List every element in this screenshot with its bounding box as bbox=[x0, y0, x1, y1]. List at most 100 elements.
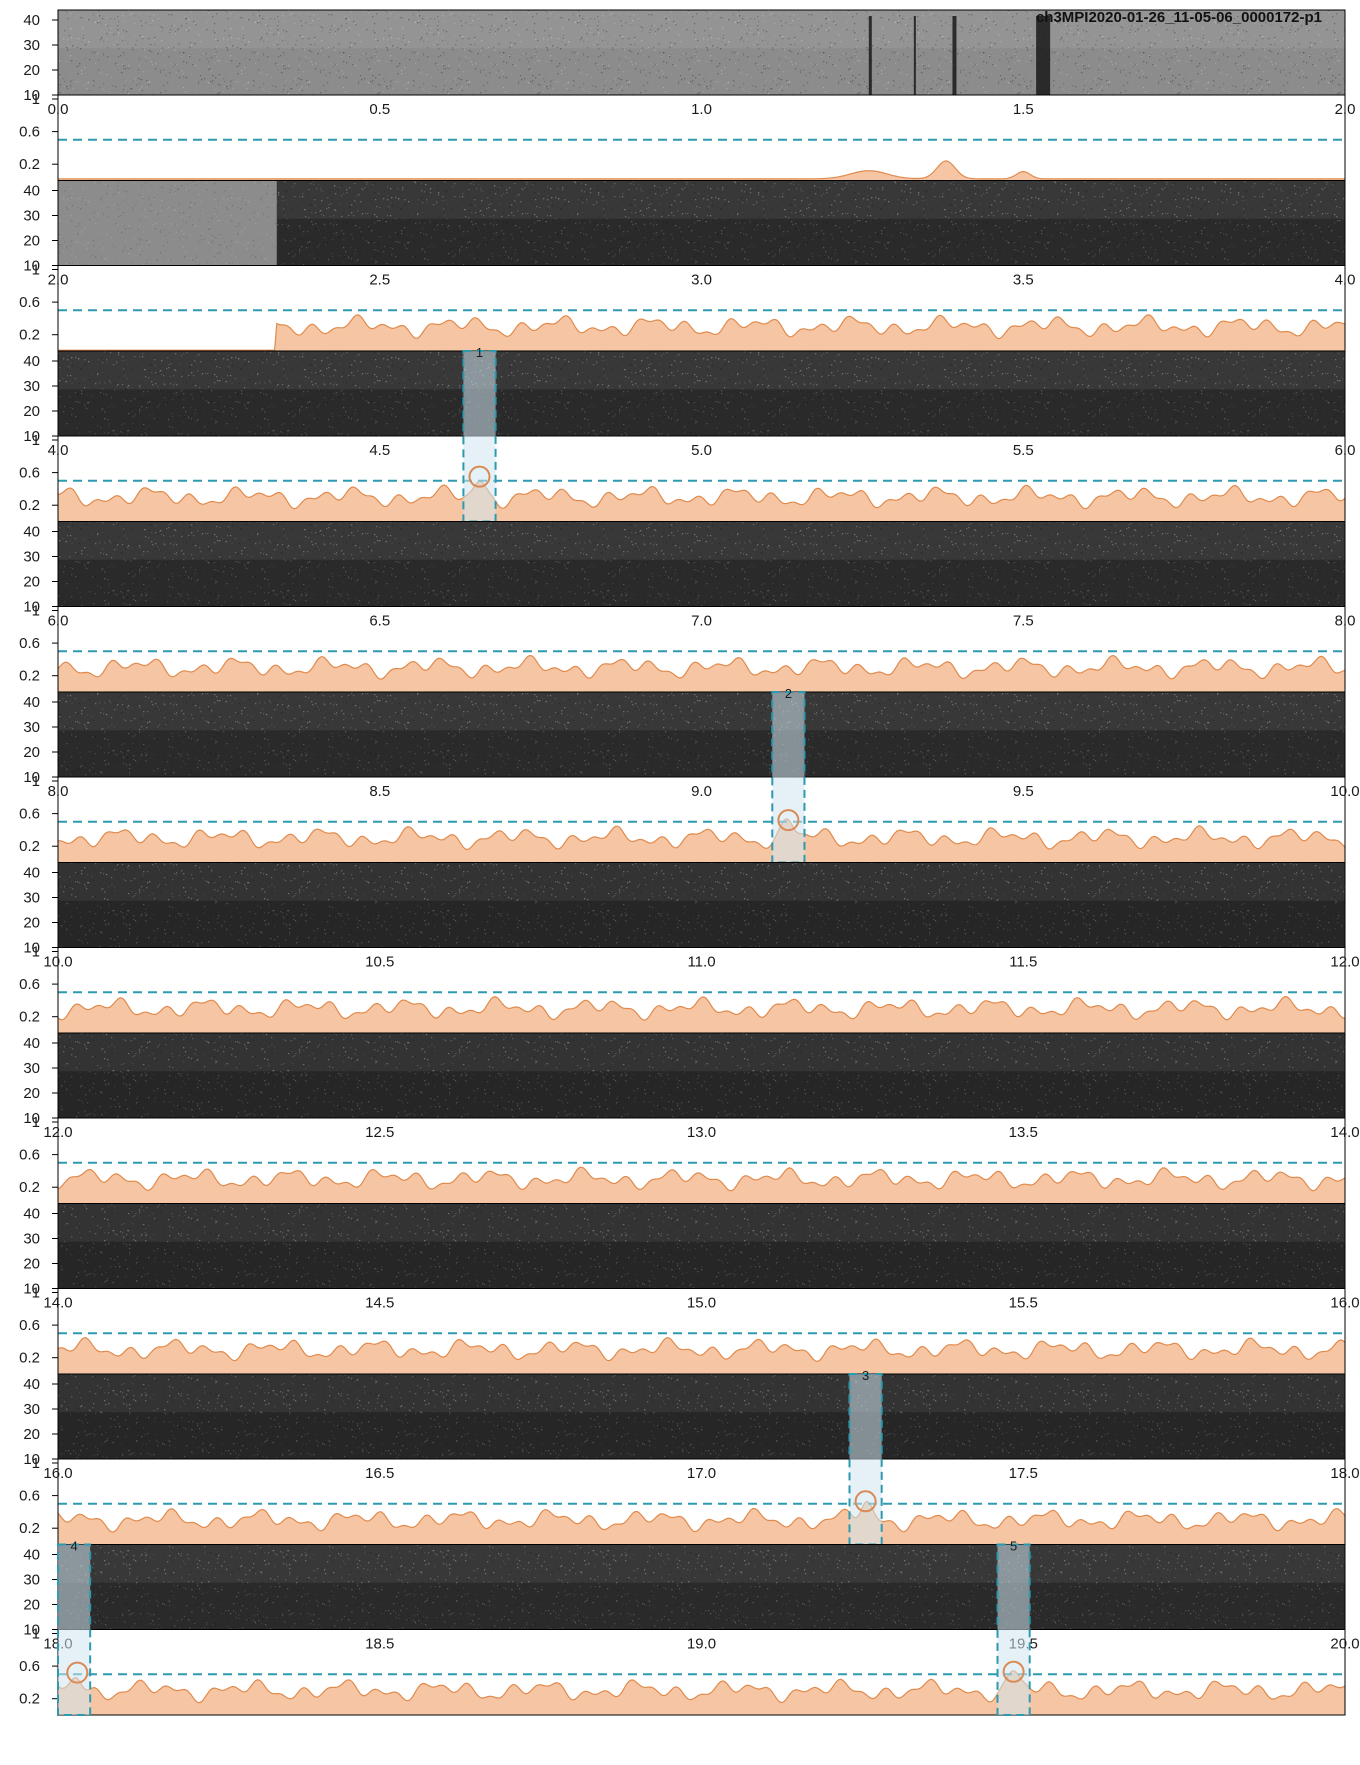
time-tick-label: 10.0 bbox=[1330, 783, 1359, 800]
spectrogram-ytick-label: 10 bbox=[23, 940, 40, 957]
probability-ytick-label: 0.6 bbox=[19, 294, 40, 311]
spectrogram-ytick-label: 10 bbox=[23, 1110, 40, 1127]
probability-ytick-label: 0.6 bbox=[19, 976, 40, 993]
time-tick-label: 1.0 bbox=[691, 101, 712, 118]
spectrogram-ytick-label: 10 bbox=[23, 87, 40, 104]
spectrogram-ytick-label: 10 bbox=[23, 1622, 40, 1639]
spectrogram-ytick-label: 20 bbox=[23, 1085, 40, 1102]
spectrogram-ytick-label: 40 bbox=[23, 353, 40, 370]
spectrogram-ytick-label: 40 bbox=[23, 865, 40, 882]
time-tick-label: 2.0 bbox=[48, 272, 69, 289]
spectrogram-ytick-label: 20 bbox=[23, 1426, 40, 1443]
spectrogram-ytick-label: 40 bbox=[23, 1206, 40, 1223]
time-tick-label: 18.5 bbox=[365, 1636, 394, 1653]
time-tick-label: 13.0 bbox=[687, 1124, 716, 1141]
time-tick-label: 7.0 bbox=[691, 613, 712, 630]
time-tick-label: 5.5 bbox=[1013, 442, 1034, 459]
spectrogram-ytick-label: 30 bbox=[23, 208, 40, 225]
spectrogram-panel: 40 30 20 10 bbox=[23, 1373, 1346, 1468]
probability-line bbox=[57, 818, 1346, 851]
time-tick-label: 15.5 bbox=[1009, 1295, 1038, 1312]
probability-ytick-label: 1 bbox=[32, 432, 40, 449]
time-tick-label: 6.0 bbox=[1335, 442, 1356, 459]
probability-ytick-label: 0.2 bbox=[19, 327, 40, 344]
spectrogram-ytick-label: 10 bbox=[23, 428, 40, 445]
probability-panel: 1 0.6 0.2 10.0 10.5 11.0 11.5 12.0 bbox=[19, 944, 1360, 1034]
spectrogram-ytick-label: 30 bbox=[23, 1060, 40, 1077]
probability-area bbox=[58, 1167, 1345, 1204]
spectrogram-ytick-label: 30 bbox=[23, 1231, 40, 1248]
probability-line bbox=[57, 1670, 1346, 1704]
time-tick-label: 8.5 bbox=[369, 783, 390, 800]
probability-ytick-label: 0.2 bbox=[19, 1009, 40, 1026]
time-tick-label: 11.0 bbox=[687, 954, 715, 971]
time-tick-label: 19.0 bbox=[687, 1636, 716, 1653]
probability-panel: 1 0.6 0.2 12.0 12.5 13.0 13.5 14.0 bbox=[19, 1114, 1360, 1204]
probability-ytick-label: 0.6 bbox=[19, 465, 40, 482]
probability-ytick-label: 1 bbox=[32, 773, 40, 790]
time-tick-label: 2.5 bbox=[369, 272, 390, 289]
spectrogram-ytick-label: 40 bbox=[23, 12, 40, 29]
probability-ytick-label: 0.2 bbox=[19, 668, 40, 685]
spectrogram-ytick-label: 10 bbox=[23, 1451, 40, 1468]
detection-peak-marker bbox=[66, 1661, 89, 1684]
probability-ytick-label: 1 bbox=[32, 1114, 40, 1131]
probability-line bbox=[57, 654, 1346, 680]
spectrogram-ytick-label: 40 bbox=[23, 1547, 40, 1564]
spectrogram-panel: 40 30 20 10 bbox=[23, 691, 1346, 786]
time-tick-label: 10.5 bbox=[365, 954, 394, 971]
probability-panel: 1 0.6 0.2 16.0 16.5 17.0 17.5 18.0 bbox=[19, 1455, 1360, 1545]
time-tick-label: 4.5 bbox=[369, 442, 390, 459]
time-tick-label: 14.5 bbox=[365, 1295, 394, 1312]
time-tick-label: 18.0 bbox=[1330, 1465, 1359, 1482]
time-tick-label: 16.0 bbox=[1330, 1295, 1359, 1312]
detection-label: 2 bbox=[785, 686, 792, 701]
time-tick-label: 16.0 bbox=[43, 1465, 72, 1482]
probability-ytick-label: 1 bbox=[32, 1285, 40, 1302]
time-tick-label: 14.0 bbox=[43, 1295, 72, 1312]
spectrogram-ytick-label: 20 bbox=[23, 62, 40, 79]
spectrogram-panel: 40 30 20 10 bbox=[23, 1032, 1346, 1127]
spectrogram-ytick-label: 40 bbox=[23, 183, 40, 200]
detection-box: 1 bbox=[462, 345, 497, 523]
probability-ytick-label: 0.2 bbox=[19, 838, 40, 855]
time-tick-label: 5.0 bbox=[691, 442, 712, 459]
probability-ytick-label: 0.2 bbox=[19, 1520, 40, 1537]
spectrogram-ytick-label: 30 bbox=[23, 719, 40, 736]
detection-box: 2 bbox=[771, 686, 806, 864]
detection-peak-marker bbox=[468, 465, 491, 488]
probability-line bbox=[57, 1166, 1346, 1192]
time-tick-label: 8.0 bbox=[1335, 613, 1356, 630]
probability-ytick-label: 0.6 bbox=[19, 1488, 40, 1505]
time-tick-label: 3.0 bbox=[691, 272, 712, 289]
time-tick-label: 9.5 bbox=[1013, 783, 1034, 800]
probability-panel: 1 0.6 0.2 8.0 8.5 9.0 9.5 10.0 bbox=[19, 773, 1360, 863]
spectrogram-ytick-label: 20 bbox=[23, 574, 40, 591]
probability-line bbox=[57, 995, 1346, 1021]
probability-ytick-label: 1 bbox=[32, 1626, 40, 1643]
spectrogram-panel: 40 30 20 10 bbox=[23, 862, 1346, 957]
spectrogram-panel: 40 30 20 10 bbox=[23, 9, 1346, 104]
spectrogram-ytick-label: 30 bbox=[23, 890, 40, 907]
spectrogram-ytick-label: 20 bbox=[23, 915, 40, 932]
spectrogram-ytick-label: 40 bbox=[23, 1376, 40, 1393]
probability-ytick-label: 0.6 bbox=[19, 1147, 40, 1164]
probability-line bbox=[57, 1500, 1346, 1533]
probability-ytick-label: 0.6 bbox=[19, 806, 40, 823]
spectrogram-ytick-label: 30 bbox=[23, 549, 40, 566]
probability-ytick-label: 0.6 bbox=[19, 1317, 40, 1334]
probability-panel: 1 0.6 0.2 14.0 14.5 15.0 15.5 16.0 bbox=[19, 1285, 1360, 1375]
spectrogram-panel: 40 30 20 10 bbox=[23, 1544, 1346, 1639]
spectrogram-ytick-label: 10 bbox=[23, 258, 40, 275]
spectrogram-ytick-label: 20 bbox=[23, 233, 40, 250]
detection-box: 5 bbox=[996, 1539, 1031, 1716]
probability-area bbox=[58, 818, 1345, 863]
spectrogram-ytick-label: 10 bbox=[23, 599, 40, 616]
spectrogram-ytick-label: 40 bbox=[23, 524, 40, 541]
spectrogram-panel: 40 30 20 10 bbox=[23, 521, 1346, 616]
probability-ytick-label: 1 bbox=[32, 944, 40, 961]
probability-ytick-label: 0.6 bbox=[19, 1658, 40, 1675]
time-tick-label: 12.5 bbox=[365, 1124, 394, 1141]
time-tick-label: 4.0 bbox=[48, 442, 69, 459]
